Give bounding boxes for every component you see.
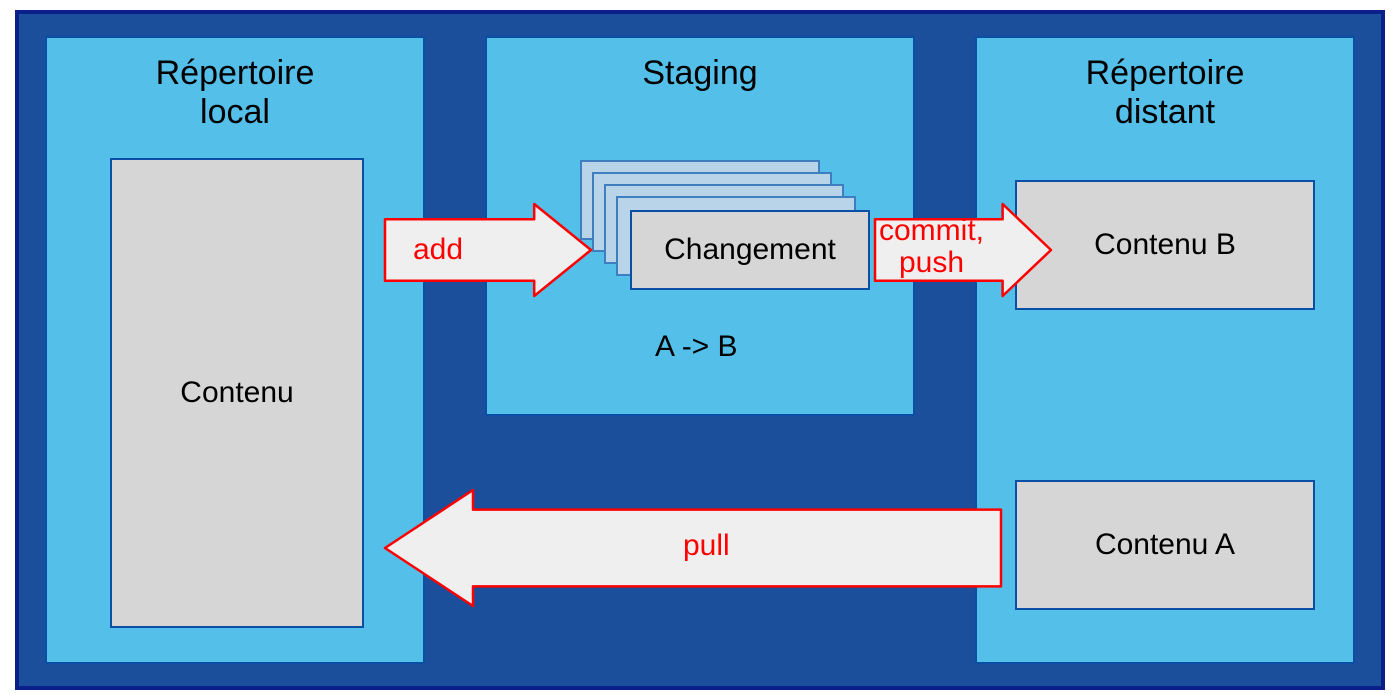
panel-remote-title-line2: distant xyxy=(1115,93,1215,131)
arrow-pull-label: pull xyxy=(683,530,730,562)
box-remote-b-label: Contenu B xyxy=(1094,228,1236,262)
panel-staging-title: Staging xyxy=(487,38,913,93)
arrow-commit-push-label-line1: commit, xyxy=(879,214,984,247)
panel-staging-title-line1: Staging xyxy=(642,54,757,92)
box-local-content-label: Contenu xyxy=(180,376,293,410)
arrow-add: add xyxy=(383,202,593,298)
transition-label: A -> B xyxy=(655,330,738,364)
diagram-canvas: Répertoire local Staging Répertoire dist… xyxy=(15,10,1385,690)
panel-remote-title: Répertoire distant xyxy=(977,38,1353,132)
arrow-pull: pull xyxy=(383,488,1003,608)
panel-local-title: Répertoire local xyxy=(47,38,423,132)
box-remote-a-label: Contenu A xyxy=(1095,528,1235,562)
arrow-add-label: add xyxy=(413,234,463,266)
panel-local-title-line1: Répertoire xyxy=(156,54,315,92)
arrow-commit-push-label: commit, push xyxy=(879,215,984,278)
panel-local-title-line2: local xyxy=(200,93,270,131)
box-local-content: Contenu xyxy=(110,158,364,628)
arrow-commit-push-label-line2: push xyxy=(899,246,964,279)
box-remote-b: Contenu B xyxy=(1015,180,1315,310)
box-remote-a: Contenu A xyxy=(1015,480,1315,610)
box-staging-change: Changement xyxy=(630,210,870,290)
box-staging-change-label: Changement xyxy=(664,233,836,267)
arrow-commit-push: commit, push xyxy=(873,202,1053,298)
panel-remote-title-line1: Répertoire xyxy=(1086,54,1245,92)
